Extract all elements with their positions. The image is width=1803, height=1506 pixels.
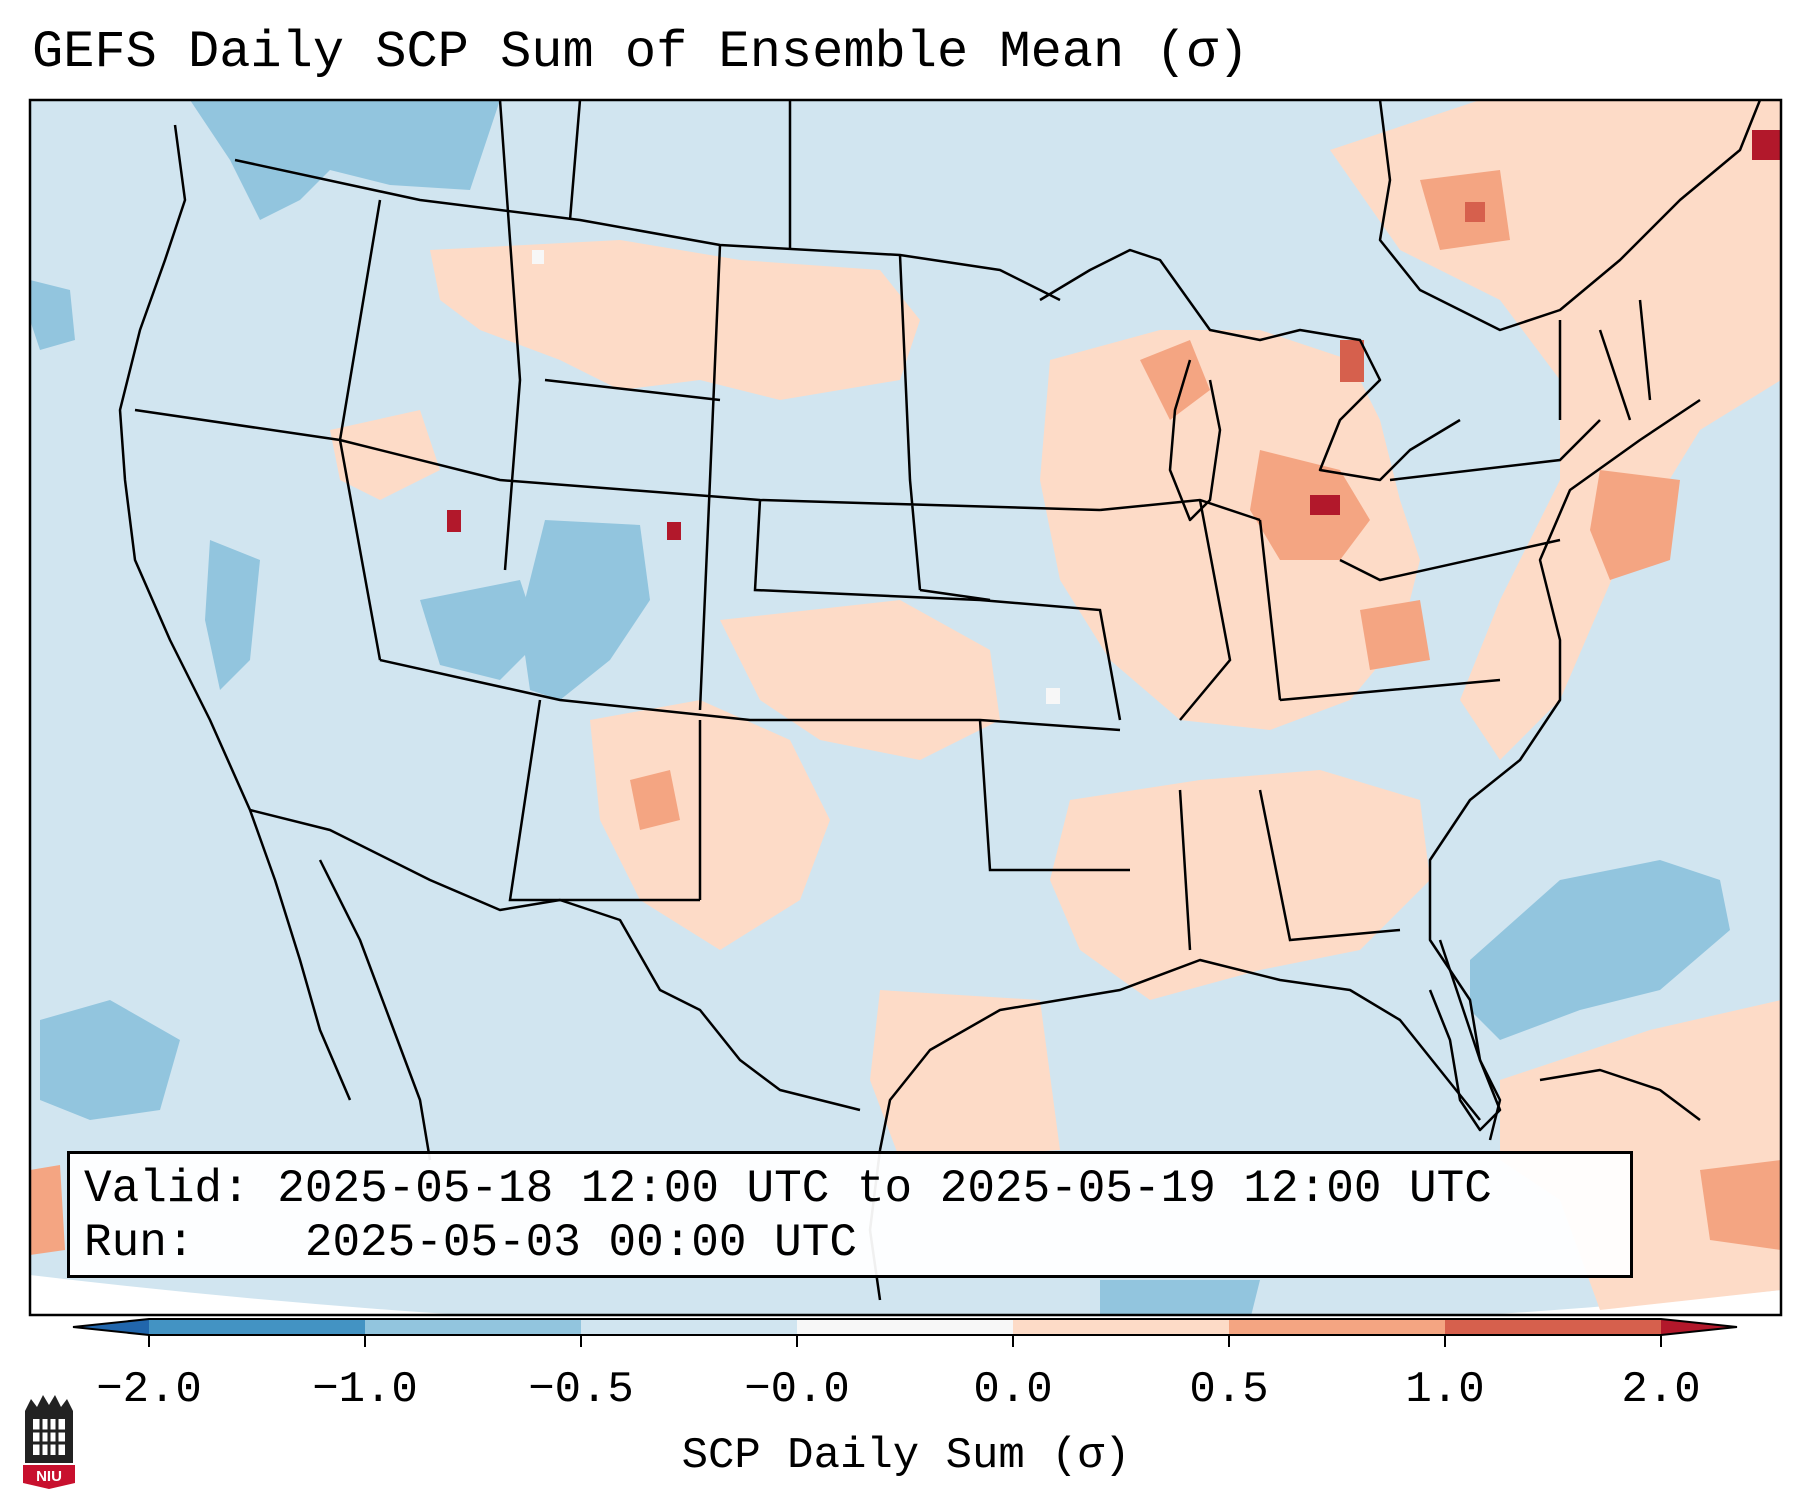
midwest-orange-region [1040, 330, 1420, 730]
colorbar-tick-label: −2.0 [96, 1365, 202, 1415]
colorado-blue-region [520, 520, 650, 700]
atlantic-blue-region [1470, 860, 1730, 1040]
cuba-outline [1539, 1068, 1701, 1121]
colorbar-bin-neg-2-to-neg-1 [149, 1319, 365, 1335]
valid-time-range: 2025-05-18 12:00 UTC to 2025-05-19 12:00… [277, 1163, 1492, 1215]
pacific-orange-patch [30, 1165, 65, 1255]
colorbar-bin-neg-0-to-0 [797, 1319, 1013, 1335]
northeast-orange-region [1330, 100, 1781, 760]
great-lakes-outline [1039, 248, 1461, 482]
colorbar-bin-05-to-1 [1229, 1319, 1445, 1335]
west-virginia-orange-patch [1360, 600, 1430, 670]
mexico-border [249, 808, 861, 1112]
colorbar [72, 1318, 1738, 1347]
colorbar-over-extension [1661, 1319, 1737, 1335]
map-title: GEFS Daily SCP Sum of Ensemble Mean (σ) [32, 23, 1249, 82]
logo-text: NIU [36, 1468, 62, 1485]
canada-east-line [1378, 100, 1762, 332]
negative-anomaly-regions [30, 100, 1730, 1315]
idaho-orange-patch [330, 410, 440, 500]
colorbar-tick-marks [148, 1335, 1662, 1347]
pacific-northwest-blue-spots [30, 280, 75, 350]
caribbean-red-patch [1700, 1160, 1781, 1250]
valid-label: Valid: [84, 1163, 250, 1215]
validity-info-box: Valid: 2025-05-18 12:00 UTC to 2025-05-1… [67, 1151, 1633, 1278]
state-border-lines [134, 100, 1652, 951]
wyoming-red-cell [667, 522, 681, 540]
map-area [30, 100, 1781, 1315]
lake-michigan-orange-patch [1140, 340, 1210, 420]
pacific-southwest-blue-region [40, 1000, 180, 1120]
positive-anomaly-regions [30, 100, 1781, 1310]
gulf-coast-line [878, 958, 1481, 1151]
run-line: Run: 2025-05-03 00:00 UTC [84, 1216, 1616, 1270]
valid-line: Valid: 2025-05-18 12:00 UTC to 2025-05-1… [84, 1162, 1616, 1216]
colorbar-bin-neg-1-to-neg-05 [365, 1319, 581, 1335]
niu-logo-icon: NIU [23, 1395, 75, 1489]
colorbar-tick-label: −0.5 [528, 1365, 634, 1415]
colorbar-bin-1-to-2 [1445, 1319, 1661, 1335]
run-time: 2025-05-03 00:00 UTC [304, 1217, 857, 1269]
ohio-red-cell [1310, 495, 1340, 515]
maritimes-red-cell [1752, 130, 1780, 160]
west-coast-line [118, 124, 352, 1101]
gulf-orange-region [870, 990, 1060, 1160]
colorbar-tick-label: −0.0 [744, 1365, 850, 1415]
colorbar-label: SCP Daily Sum (σ) [681, 1431, 1131, 1481]
colorbar-tick-label: 2.0 [1621, 1365, 1701, 1415]
colorbar-tick-label: −1.0 [312, 1365, 418, 1415]
montana-white-cell [532, 250, 544, 264]
colorbar-tick-label: 0.5 [1189, 1365, 1269, 1415]
baja-california [318, 859, 432, 1161]
utah-red-cell [447, 510, 461, 532]
mid-atlantic-orange-patch [1590, 470, 1680, 580]
utah-blue-region [420, 580, 540, 680]
lake-huron-red-cell [1340, 340, 1364, 382]
colorbar-bin-neg-05-to-neg-0 [581, 1319, 797, 1335]
colorbar-tick-label: 1.0 [1405, 1365, 1485, 1415]
colorbar-bin-0-to-05 [1013, 1319, 1229, 1335]
nevada-blue-region [205, 540, 260, 690]
montana-dakotas-orange-region [430, 240, 920, 400]
map-border [28, 98, 1783, 1317]
quebec-red-cell [1465, 202, 1485, 222]
florida-peninsula [1428, 939, 1502, 1132]
gulf-blue-region [1100, 1280, 1260, 1315]
southwest-orange-region [590, 700, 830, 950]
colorbar-under-extension [73, 1319, 149, 1335]
missouri-white-cell [1046, 688, 1060, 704]
lake-michigan-line [1168, 359, 1222, 522]
southeast-orange-region [1050, 770, 1430, 1000]
pacific-northwest-blue-region [190, 100, 500, 220]
run-label: Run: [84, 1217, 195, 1269]
state-borders [134, 100, 1652, 951]
east-coast-line [1428, 398, 1701, 1141]
texas-panhandle-orange-patch [630, 770, 680, 830]
colorbar-tick-label: 0.0 [973, 1365, 1053, 1415]
